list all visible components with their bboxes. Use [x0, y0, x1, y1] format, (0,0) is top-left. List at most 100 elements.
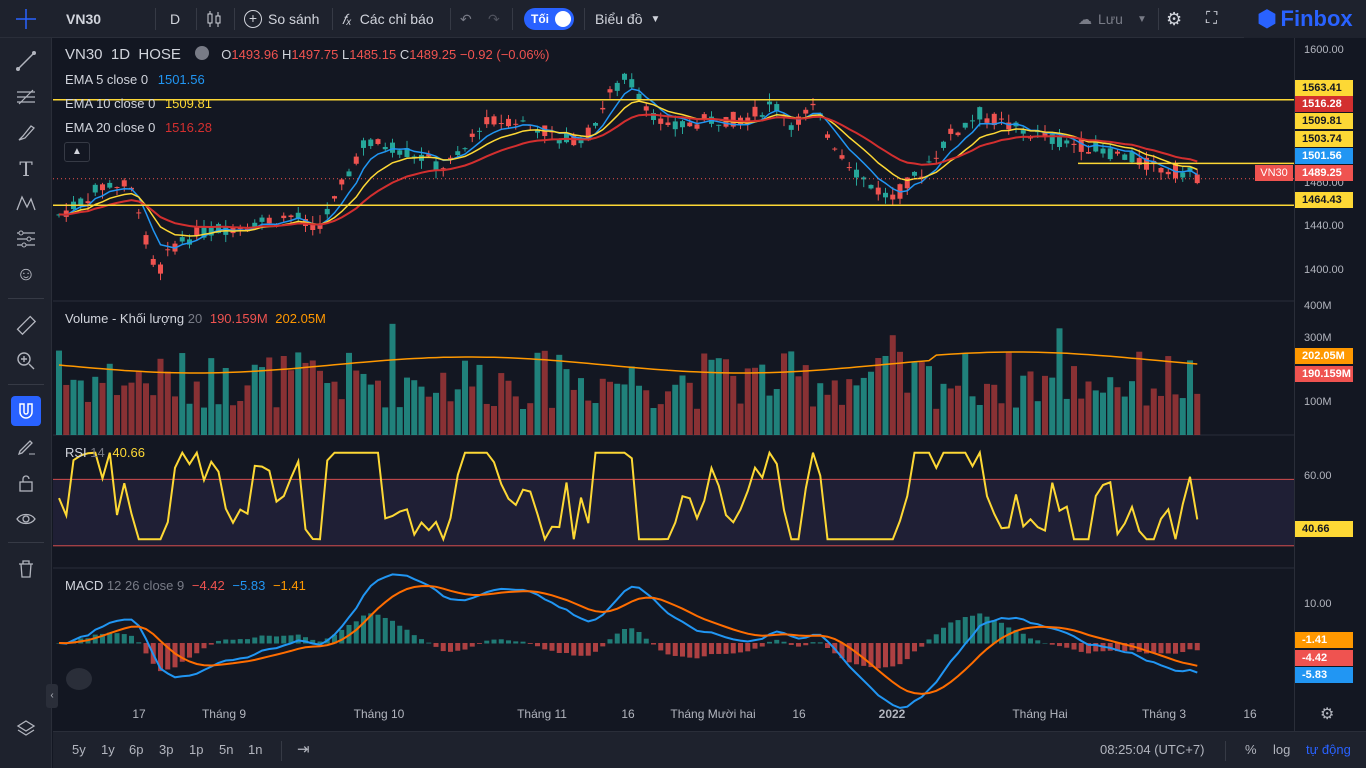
- candle-body: [759, 115, 765, 117]
- compare-button[interactable]: + So sánh: [244, 0, 319, 38]
- macd-histogram-bar: [593, 643, 598, 652]
- candle-body: [991, 113, 997, 126]
- eye-icon[interactable]: [11, 504, 41, 534]
- zoom-in-icon[interactable]: [11, 346, 41, 376]
- brand-logo[interactable]: ⬢ Finbox: [1244, 0, 1366, 38]
- macd-histogram-bar: [817, 642, 823, 644]
- draw-mode-icon[interactable]: [11, 432, 41, 462]
- macd-histogram-bar: [825, 643, 830, 649]
- candle-body: [361, 140, 366, 148]
- volume-bar: [259, 367, 265, 435]
- ema10-line: [58, 100, 1198, 237]
- interval-button[interactable]: D: [170, 11, 181, 27]
- macd-histogram-bar: [172, 643, 178, 668]
- fib-tool-icon[interactable]: [11, 82, 41, 112]
- volume-bar: [1085, 381, 1092, 435]
- volume-bar: [628, 366, 635, 435]
- candle-body: [1020, 130, 1026, 134]
- chart-type-menu[interactable]: Biểu đồ ▼: [595, 0, 660, 38]
- rsi-legend[interactable]: RSI 14 40.66: [65, 445, 145, 460]
- log-scale-button[interactable]: log: [1273, 742, 1291, 757]
- range-1p[interactable]: 1p: [189, 742, 204, 757]
- settings-icon[interactable]: ⚙: [1320, 706, 1335, 723]
- macd-histogram-bar: [426, 642, 432, 644]
- range-1y[interactable]: 1y: [101, 742, 115, 757]
- candle-body: [179, 237, 185, 242]
- gear-icon[interactable]: ⚙: [1166, 8, 1183, 29]
- macd-histogram-bar: [491, 639, 497, 644]
- redo-icon[interactable]: ↷: [488, 10, 500, 27]
- candle-body: [600, 107, 606, 110]
- indicators-button[interactable]: 𝑓ₓ Các chỉ báo: [342, 0, 434, 38]
- undo-icon[interactable]: ↶: [460, 10, 472, 27]
- macd-histogram-bar: [1049, 643, 1055, 645]
- percent-scale-button[interactable]: %: [1245, 742, 1257, 757]
- volume-bar: [679, 375, 686, 435]
- candle-body: [426, 154, 432, 157]
- volume-bar: [846, 379, 853, 435]
- ruler-icon[interactable]: [11, 310, 41, 340]
- trend-line-icon[interactable]: [11, 46, 41, 76]
- macd-legend[interactable]: MACD 12 26 close 9 −4.42 −5.83 −1.41: [65, 578, 306, 593]
- layers-icon[interactable]: [11, 714, 41, 744]
- level-tag: 1464.43: [1295, 192, 1353, 208]
- crosshair-icon[interactable]: [14, 0, 38, 38]
- rsi-line: [58, 449, 1199, 542]
- pattern-icon[interactable]: [11, 188, 41, 218]
- lock-icon[interactable]: [11, 468, 41, 498]
- macd-histogram-bar: [810, 642, 816, 644]
- scroll-left-icon[interactable]: ‹: [46, 684, 58, 708]
- clock[interactable]: 08:25:04 (UTC+7): [1100, 742, 1205, 757]
- theme-toggle[interactable]: Tối: [524, 8, 574, 30]
- volume-bar: [1194, 393, 1201, 435]
- prediction-icon[interactable]: [11, 224, 41, 254]
- ema5-tag: 1501.56: [1295, 148, 1353, 164]
- volume-bar: [63, 384, 70, 435]
- volume-bar: [396, 407, 403, 435]
- range-6p[interactable]: 6p: [129, 742, 144, 757]
- candle-body: [339, 179, 345, 185]
- volume-bar: [1078, 398, 1085, 435]
- range-5n[interactable]: 5n: [219, 742, 234, 757]
- cube-icon: ⬢: [1257, 6, 1277, 31]
- volume-legend[interactable]: Volume - Khối lượng 20 190.159M 202.05M: [65, 311, 326, 326]
- range-5y[interactable]: 5y: [72, 742, 86, 757]
- time-tick: 2022: [878, 707, 906, 721]
- volume-bar: [621, 384, 628, 435]
- chart-canvas[interactable]: [53, 38, 1294, 731]
- ema20-legend[interactable]: EMA 20 close 0 1516.28: [65, 120, 212, 135]
- fullscreen-icon[interactable]: ⛶: [1206, 10, 1218, 27]
- time-tick: Tháng Hai: [1012, 707, 1068, 721]
- text-tool-icon[interactable]: T: [19, 157, 33, 181]
- volume-bar: [918, 362, 925, 435]
- emoji-icon[interactable]: ☺: [16, 264, 36, 285]
- range-3p[interactable]: 3p: [159, 742, 174, 757]
- range-1n[interactable]: 1n: [248, 742, 263, 757]
- candlestick-icon[interactable]: [204, 0, 224, 38]
- symbol-search[interactable]: VN30: [66, 11, 102, 27]
- macd-histogram-bar: [622, 628, 627, 644]
- macd-histogram-bar: [1057, 643, 1062, 647]
- macd-signal-tag: -5.83: [1295, 667, 1353, 683]
- macd-histogram-bar: [136, 642, 142, 644]
- volume-ma-value: 202.05M: [275, 311, 326, 326]
- ema10-legend[interactable]: EMA 10 close 0 1509.81: [65, 96, 212, 111]
- macd-histogram-bar: [796, 643, 801, 647]
- ohlc-high-label: H: [281, 47, 292, 62]
- macd-histogram-bar: [317, 641, 323, 644]
- macd-hist-value: −1.41: [272, 578, 306, 593]
- magnet-icon[interactable]: [11, 396, 41, 426]
- ema5-legend[interactable]: EMA 5 close 0 1501.56: [65, 72, 205, 87]
- save-button[interactable]: ☁ Lưu ▼: [1078, 0, 1147, 38]
- collapse-legend-icon[interactable]: [195, 46, 210, 60]
- chart-area[interactable]: [53, 38, 1294, 731]
- macd-histogram-bar: [230, 639, 236, 644]
- auto-scale-button[interactable]: tự động: [1306, 742, 1351, 757]
- brush-icon[interactable]: [11, 118, 41, 148]
- macd-histogram-bar: [208, 643, 214, 645]
- macd-histogram-bar: [361, 615, 366, 644]
- volume-bar: [114, 395, 120, 435]
- trash-icon[interactable]: [11, 554, 41, 584]
- collapse-indicators-button[interactable]: ▲: [64, 142, 90, 162]
- date-range-icon[interactable]: ⇥: [297, 741, 310, 758]
